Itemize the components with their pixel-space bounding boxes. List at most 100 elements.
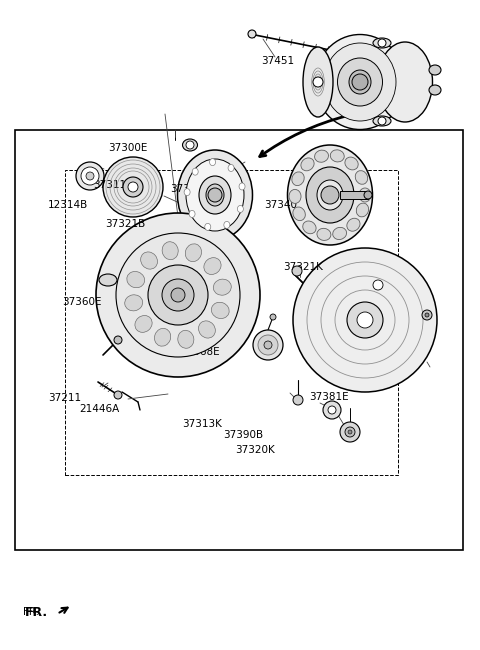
Circle shape: [270, 314, 276, 320]
Ellipse shape: [125, 295, 143, 311]
Circle shape: [373, 280, 383, 290]
Circle shape: [378, 39, 386, 47]
Ellipse shape: [189, 211, 195, 218]
Ellipse shape: [429, 85, 441, 95]
Circle shape: [293, 248, 437, 392]
Circle shape: [208, 188, 222, 202]
Circle shape: [116, 233, 240, 357]
Ellipse shape: [301, 158, 314, 171]
Ellipse shape: [315, 34, 405, 129]
Ellipse shape: [141, 252, 157, 269]
Circle shape: [162, 279, 194, 311]
Ellipse shape: [127, 272, 144, 288]
Circle shape: [328, 406, 336, 414]
Ellipse shape: [288, 145, 372, 245]
Ellipse shape: [135, 315, 152, 332]
Ellipse shape: [211, 302, 229, 318]
Text: 37451: 37451: [262, 56, 295, 66]
Ellipse shape: [199, 176, 231, 214]
Text: 37321B: 37321B: [106, 219, 146, 229]
Circle shape: [96, 213, 260, 377]
Ellipse shape: [206, 184, 224, 206]
Ellipse shape: [289, 189, 301, 203]
Ellipse shape: [228, 164, 234, 172]
Text: 12314B: 12314B: [48, 200, 88, 210]
Ellipse shape: [99, 274, 117, 286]
Ellipse shape: [205, 224, 211, 230]
Circle shape: [378, 117, 386, 125]
Circle shape: [293, 395, 303, 405]
Ellipse shape: [155, 328, 171, 346]
Ellipse shape: [178, 330, 194, 348]
Circle shape: [367, 274, 389, 296]
Circle shape: [258, 335, 278, 355]
Circle shape: [171, 288, 185, 302]
Ellipse shape: [185, 244, 202, 261]
Ellipse shape: [373, 116, 391, 126]
Text: 37300E: 37300E: [108, 142, 147, 153]
Circle shape: [103, 157, 163, 217]
Circle shape: [123, 177, 143, 197]
Ellipse shape: [377, 42, 432, 122]
Circle shape: [186, 141, 194, 149]
Ellipse shape: [317, 180, 343, 210]
Text: FR.: FR.: [25, 606, 48, 619]
Circle shape: [114, 391, 122, 399]
Circle shape: [292, 266, 302, 276]
Circle shape: [313, 77, 323, 87]
Ellipse shape: [345, 157, 358, 170]
Circle shape: [340, 422, 360, 442]
Text: 37320K: 37320K: [235, 445, 275, 455]
Circle shape: [345, 427, 355, 437]
Text: 37211: 37211: [48, 393, 81, 403]
Text: 37313K: 37313K: [182, 419, 222, 429]
Ellipse shape: [239, 183, 245, 190]
Text: 37321K: 37321K: [283, 261, 323, 272]
Ellipse shape: [186, 159, 244, 231]
Ellipse shape: [199, 321, 216, 338]
Text: 37360E: 37360E: [62, 297, 102, 307]
Ellipse shape: [204, 257, 221, 274]
Ellipse shape: [210, 159, 216, 166]
Text: 37390B: 37390B: [223, 430, 264, 441]
Ellipse shape: [306, 167, 354, 223]
Ellipse shape: [337, 58, 383, 106]
Text: FR.: FR.: [23, 607, 39, 618]
Ellipse shape: [314, 150, 328, 162]
Text: 37368E: 37368E: [180, 347, 220, 358]
Circle shape: [76, 162, 104, 190]
Circle shape: [323, 401, 341, 419]
Ellipse shape: [347, 218, 360, 231]
Ellipse shape: [293, 207, 305, 220]
Text: 37311E: 37311E: [94, 180, 133, 190]
Ellipse shape: [373, 38, 391, 48]
Bar: [15, 130, 463, 550]
Circle shape: [148, 265, 208, 325]
Ellipse shape: [349, 70, 371, 94]
Text: 37340: 37340: [264, 200, 297, 210]
Ellipse shape: [303, 47, 333, 117]
Circle shape: [264, 341, 272, 349]
Circle shape: [114, 336, 122, 344]
Ellipse shape: [162, 242, 178, 259]
Text: 21446A: 21446A: [79, 404, 120, 415]
Circle shape: [248, 30, 256, 38]
Bar: [340, 191, 368, 199]
Text: 37313A: 37313A: [192, 304, 232, 314]
Ellipse shape: [330, 150, 344, 162]
Circle shape: [348, 430, 352, 434]
Ellipse shape: [292, 172, 304, 186]
Circle shape: [253, 330, 283, 360]
Circle shape: [425, 313, 429, 317]
Ellipse shape: [238, 205, 243, 213]
Ellipse shape: [303, 221, 316, 234]
Text: 37330K: 37330K: [170, 183, 210, 194]
Circle shape: [352, 74, 368, 90]
Text: 37381E: 37381E: [310, 391, 349, 402]
Ellipse shape: [429, 65, 441, 75]
Circle shape: [357, 312, 373, 328]
Circle shape: [321, 186, 339, 204]
Circle shape: [422, 310, 432, 320]
Ellipse shape: [182, 139, 197, 151]
Ellipse shape: [213, 279, 231, 295]
